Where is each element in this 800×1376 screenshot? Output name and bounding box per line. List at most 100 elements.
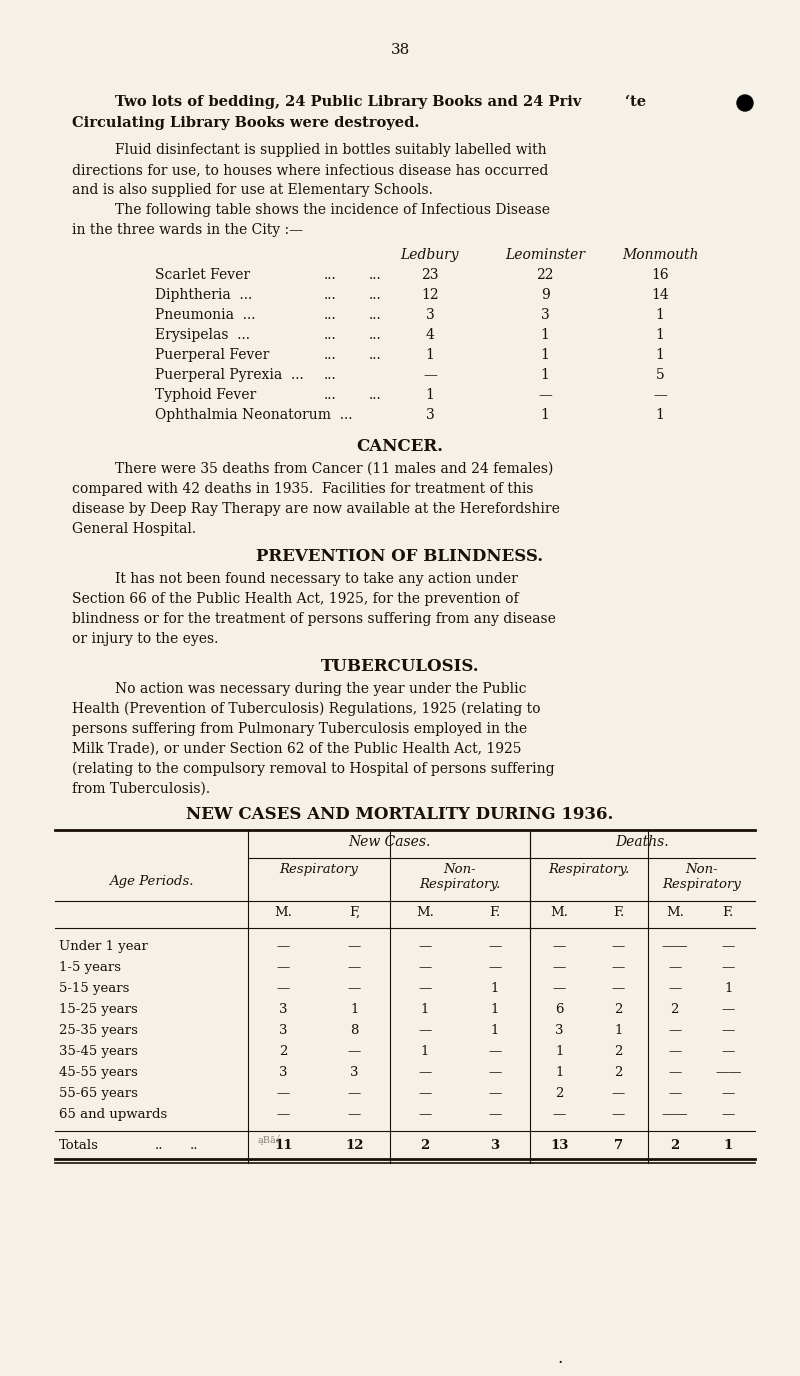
Text: ..: ..: [155, 1139, 163, 1152]
Text: Deaths.: Deaths.: [616, 835, 670, 849]
Text: 11: 11: [274, 1139, 293, 1152]
Text: 12: 12: [421, 288, 439, 301]
Text: from Tuberculosis).: from Tuberculosis).: [72, 782, 210, 795]
Text: Non-
Respiratory: Non- Respiratory: [662, 863, 741, 892]
Text: Under 1 year: Under 1 year: [59, 940, 148, 954]
Text: 23: 23: [422, 268, 438, 282]
Text: General Hospital.: General Hospital.: [72, 522, 196, 537]
Text: ...: ...: [369, 288, 382, 301]
Text: 1: 1: [350, 1003, 358, 1015]
Text: ...: ...: [369, 348, 382, 362]
Text: Pneumonia  ...: Pneumonia ...: [155, 308, 255, 322]
Text: 1: 1: [655, 308, 665, 322]
Text: —: —: [668, 1044, 682, 1058]
Text: 1: 1: [491, 1024, 499, 1038]
Text: —: —: [488, 940, 502, 954]
Text: —: —: [488, 1087, 502, 1099]
Text: —: —: [722, 1087, 735, 1099]
Text: —: —: [668, 982, 682, 995]
Text: —: —: [277, 1108, 290, 1121]
Text: ...: ...: [324, 367, 336, 383]
Text: —: —: [538, 388, 552, 402]
Text: Section 66 of the Public Health Act, 1925, for the prevention of: Section 66 of the Public Health Act, 192…: [72, 592, 518, 605]
Text: It has not been found necessary to take any action under: It has not been found necessary to take …: [115, 572, 518, 586]
Text: Fluid disinfectant is supplied in bottles suitably labelled with: Fluid disinfectant is supplied in bottle…: [115, 143, 546, 157]
Text: 25-35 years: 25-35 years: [59, 1024, 138, 1038]
Text: ‘te: ‘te: [625, 95, 646, 109]
Text: —: —: [612, 1108, 625, 1121]
Text: 14: 14: [651, 288, 669, 301]
Text: —: —: [348, 1044, 361, 1058]
Text: —: —: [348, 1108, 361, 1121]
Text: 2: 2: [614, 1066, 622, 1079]
Text: —: —: [277, 940, 290, 954]
Text: M.: M.: [666, 905, 684, 919]
Text: 1: 1: [555, 1044, 564, 1058]
Text: Puerperal Fever: Puerperal Fever: [155, 348, 270, 362]
Text: —: —: [488, 1108, 502, 1121]
Circle shape: [737, 95, 753, 111]
Text: ...: ...: [369, 308, 382, 322]
Text: —: —: [668, 1024, 682, 1038]
Text: F.: F.: [722, 905, 734, 919]
Text: —: —: [722, 1044, 735, 1058]
Text: —: —: [612, 940, 625, 954]
Text: —: —: [418, 1024, 432, 1038]
Text: blindness or for the treatment of persons suffering from any disease: blindness or for the treatment of person…: [72, 612, 556, 626]
Text: ...: ...: [324, 348, 336, 362]
Text: disease by Deep Ray Therapy are now available at the Herefordshire: disease by Deep Ray Therapy are now avai…: [72, 502, 560, 516]
Text: 1: 1: [491, 1003, 499, 1015]
Text: 1: 1: [541, 327, 550, 343]
Text: ——: ——: [662, 940, 688, 954]
Text: 4: 4: [426, 327, 434, 343]
Text: —: —: [418, 1108, 432, 1121]
Text: 1: 1: [421, 1003, 429, 1015]
Text: —: —: [553, 960, 566, 974]
Text: Respiratory: Respiratory: [279, 863, 358, 877]
Text: Ledbury: Ledbury: [401, 248, 459, 261]
Text: —: —: [348, 960, 361, 974]
Text: Leominster: Leominster: [505, 248, 585, 261]
Text: Scarlet Fever: Scarlet Fever: [155, 268, 250, 282]
Text: There were 35 deaths from Cancer (11 males and 24 females): There were 35 deaths from Cancer (11 mal…: [115, 462, 554, 476]
Text: 16: 16: [651, 268, 669, 282]
Text: in the three wards in the City :—: in the three wards in the City :—: [72, 223, 303, 237]
Text: Circulating Library Books were destroyed.: Circulating Library Books were destroyed…: [72, 116, 419, 129]
Text: 3: 3: [555, 1024, 564, 1038]
Text: 2: 2: [670, 1003, 679, 1015]
Text: New Cases.: New Cases.: [348, 835, 430, 849]
Text: —: —: [612, 982, 625, 995]
Text: —: —: [488, 1044, 502, 1058]
Text: 2: 2: [614, 1044, 622, 1058]
Text: M.: M.: [274, 905, 293, 919]
Text: 3: 3: [426, 409, 434, 422]
Text: 1: 1: [655, 348, 665, 362]
Text: ...: ...: [324, 268, 336, 282]
Text: 1: 1: [614, 1024, 622, 1038]
Text: 2: 2: [670, 1139, 679, 1152]
Text: and is also supplied for use at Elementary Schools.: and is also supplied for use at Elementa…: [72, 183, 433, 197]
Text: 2: 2: [555, 1087, 564, 1099]
Text: 35-45 years: 35-45 years: [59, 1044, 138, 1058]
Text: 1: 1: [491, 982, 499, 995]
Text: persons suffering from Pulmonary Tuberculosis employed in the: persons suffering from Pulmonary Tubercu…: [72, 722, 527, 736]
Text: —: —: [553, 1108, 566, 1121]
Text: 3: 3: [350, 1066, 358, 1079]
Text: Erysipelas  ...: Erysipelas ...: [155, 327, 250, 343]
Text: 3: 3: [426, 308, 434, 322]
Text: 1: 1: [555, 1066, 564, 1079]
Text: 1: 1: [541, 367, 550, 383]
Text: 1: 1: [724, 982, 733, 995]
Text: 2: 2: [420, 1139, 430, 1152]
Text: 13: 13: [550, 1139, 569, 1152]
Text: 65 and upwards: 65 and upwards: [59, 1108, 167, 1121]
Text: ...: ...: [369, 268, 382, 282]
Text: F.: F.: [490, 905, 501, 919]
Text: —: —: [277, 982, 290, 995]
Text: (relating to the compulsory removal to Hospital of persons suffering: (relating to the compulsory removal to H…: [72, 762, 554, 776]
Text: 8: 8: [350, 1024, 358, 1038]
Text: ...: ...: [369, 388, 382, 402]
Text: Age Periods.: Age Periods.: [110, 875, 194, 888]
Text: —: —: [418, 1066, 432, 1079]
Text: 3: 3: [490, 1139, 499, 1152]
